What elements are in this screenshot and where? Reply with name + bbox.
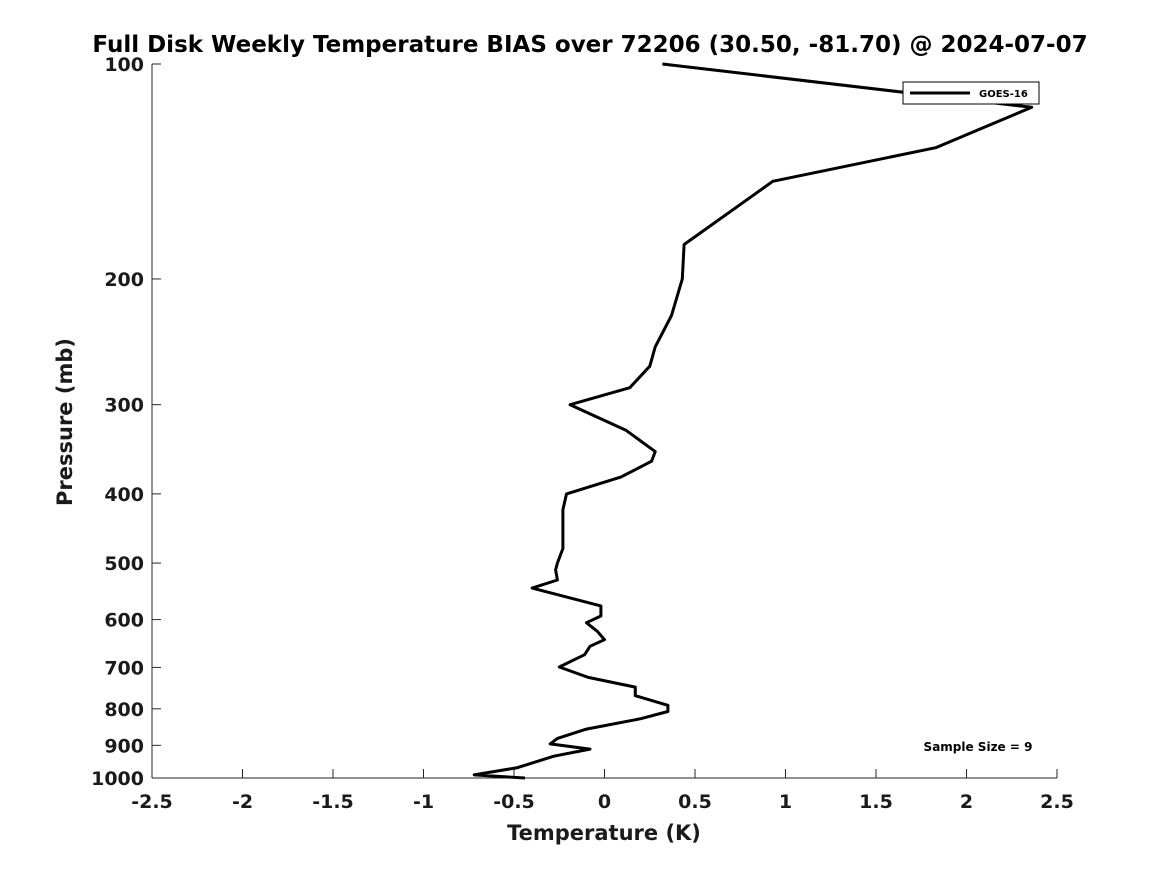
y-tick-label: 900 xyxy=(104,735,144,757)
x-tick-label: -2.5 xyxy=(131,791,173,813)
y-tick-label: 200 xyxy=(104,269,144,291)
y-tick-label: 100 xyxy=(104,54,144,76)
x-tick-label: 1.5 xyxy=(859,791,893,813)
x-tick-label: -2 xyxy=(232,791,253,813)
chart-title: Full Disk Weekly Temperature BIAS over 7… xyxy=(92,32,1087,58)
x-tick-label: 2.5 xyxy=(1040,791,1074,813)
x-tick-label: 2 xyxy=(960,791,973,813)
x-tick-label: -0.5 xyxy=(493,791,535,813)
series-line-goes-16 xyxy=(472,62,1034,780)
y-tick-label: 800 xyxy=(104,699,144,721)
y-axis-label: Pressure (mb) xyxy=(53,338,77,506)
sample-size-annotation: Sample Size = 9 xyxy=(924,740,1033,754)
x-tick-label: -1 xyxy=(413,791,434,813)
y-tick-label: 500 xyxy=(104,553,144,575)
x-axis-label: Temperature (K) xyxy=(507,821,701,845)
y-tick-label: 700 xyxy=(104,657,144,679)
y-tick-label: 1000 xyxy=(91,768,144,790)
legend: GOES-16 xyxy=(902,81,1040,105)
x-tick-label: 0 xyxy=(598,791,611,813)
legend-label: GOES-16 xyxy=(979,89,1028,100)
legend-box xyxy=(902,81,1040,105)
series-lines xyxy=(472,62,1034,780)
x-tick-label: 1 xyxy=(779,791,792,813)
y-tick-label: 300 xyxy=(104,395,144,417)
x-tick-label: 0.5 xyxy=(678,791,712,813)
x-tick-label: -1.5 xyxy=(312,791,354,813)
y-tick-label: 600 xyxy=(104,610,144,632)
y-tick-label: 400 xyxy=(104,484,144,506)
axis-ticks: -2.5 -2 -1.5 -1 -0.5 0 0.5 1 1.5 2 2.5 100 200 300 400… xyxy=(91,54,1074,813)
